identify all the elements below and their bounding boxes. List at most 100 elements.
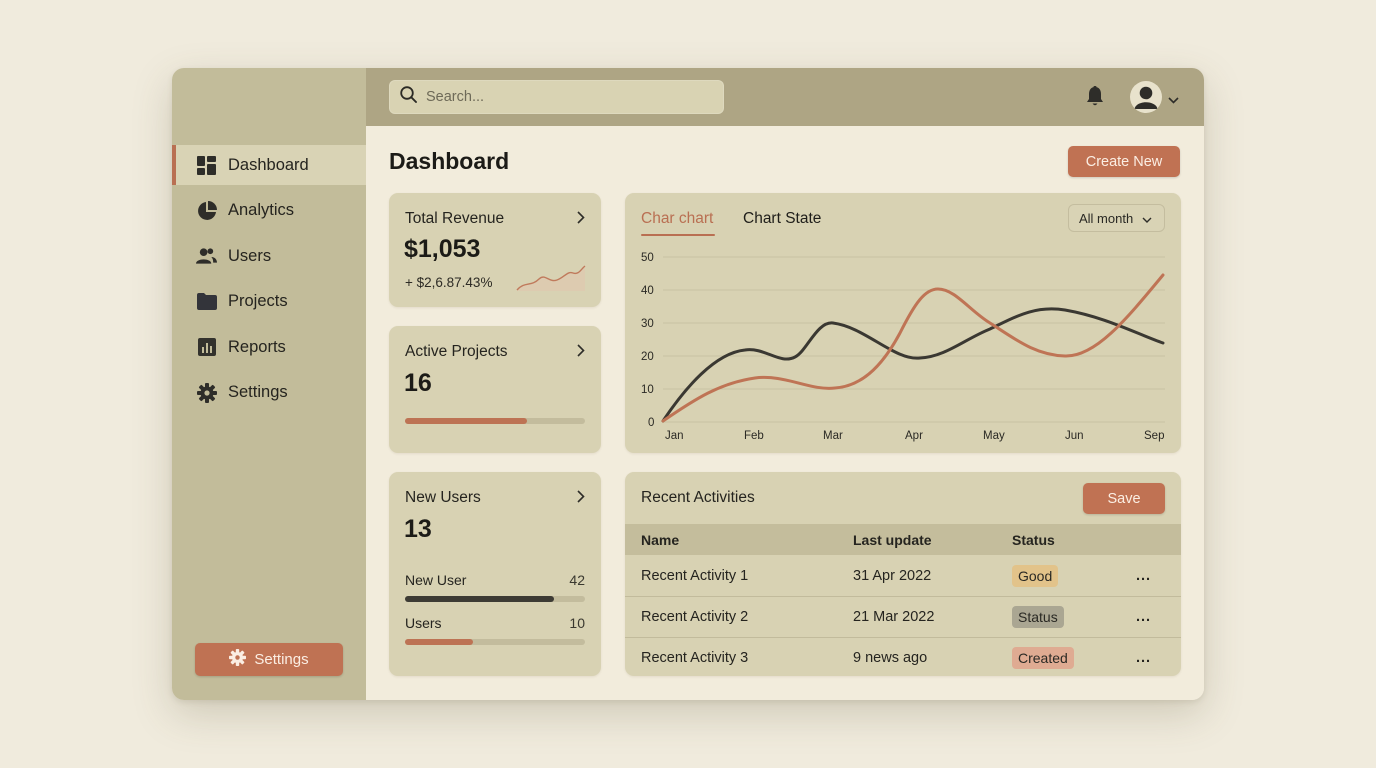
more-options-icon[interactable]: ...: [1136, 567, 1152, 584]
x-tick: Jun: [1065, 430, 1084, 442]
column-header-last-update[interactable]: Last update: [853, 531, 932, 548]
chevron-right-icon[interactable]: [577, 344, 585, 362]
status-badge: Good: [1012, 564, 1059, 587]
main-content: Dashboard Create New Total Revenue $1,05…: [366, 126, 1204, 700]
status-badge: Status: [1012, 606, 1064, 628]
y-tick: 50: [641, 252, 654, 264]
topbar: [366, 68, 1204, 126]
activity-updated: 21 Mar 2022: [853, 609, 935, 625]
create-new-button[interactable]: Create New: [1068, 146, 1180, 177]
column-header-name[interactable]: Name: [641, 531, 680, 548]
chevron-down-icon: [1142, 211, 1152, 226]
projects-progress-bar: [405, 418, 585, 424]
chevron-down-icon[interactable]: [1168, 91, 1179, 109]
progress-fill: [405, 596, 555, 602]
avatar[interactable]: [1130, 81, 1162, 113]
x-tick: May: [983, 430, 1005, 442]
recent-activities-title: Recent Activities: [641, 489, 755, 506]
activity-updated: 9 news ago: [853, 650, 928, 666]
revenue-change: + $2,6.87.43%: [405, 275, 493, 290]
gear-icon: [196, 382, 217, 403]
sidebar-item-analytics[interactable]: Analytics: [172, 191, 366, 231]
progress-fill: [405, 639, 474, 645]
card-title: New Users: [405, 489, 481, 506]
save-button[interactable]: Save: [1083, 483, 1165, 514]
users-icon: [196, 246, 217, 267]
sidebar: Dashboard Analytics Users Projects: [172, 68, 366, 700]
sidebar-nav: Dashboard Analytics Users Projects: [172, 145, 366, 419]
tab-char-chart[interactable]: Char chart: [641, 210, 716, 236]
bell-icon[interactable]: [1086, 86, 1104, 112]
active-projects-card[interactable]: Active Projects 16: [389, 326, 601, 453]
users-count: 10: [569, 615, 585, 631]
sidebar-item-label: Dashboard: [228, 155, 309, 174]
activity-name: Recent Activity 2: [641, 609, 749, 625]
sidebar-item-label: Projects: [228, 292, 288, 311]
x-tick: Sep: [1144, 430, 1164, 442]
card-title: Total Revenue: [405, 210, 505, 227]
y-tick: 30: [641, 318, 654, 330]
chevron-right-icon[interactable]: [577, 490, 585, 508]
revenue-value: $1,053: [404, 235, 481, 263]
activity-name: Recent Activity 3: [641, 650, 749, 666]
x-tick: Apr: [905, 430, 923, 442]
users-value: 13: [404, 515, 432, 543]
y-tick: 40: [641, 285, 654, 297]
sidebar-item-label: Analytics: [228, 201, 295, 220]
range-select-value: All month: [1079, 210, 1134, 226]
card-title: Active Projects: [405, 343, 508, 360]
sidebar-settings-label: Settings: [254, 651, 309, 668]
sidebar-item-dashboard[interactable]: Dashboard: [172, 145, 366, 185]
column-header-status[interactable]: Status: [1012, 531, 1055, 548]
chart-card: Char chart Chart State All month: [625, 193, 1181, 453]
gear-icon: [229, 649, 247, 670]
sidebar-item-settings[interactable]: Settings: [172, 373, 366, 413]
sparkline-icon: [515, 263, 587, 298]
activity-name: Recent Activity 1: [641, 567, 749, 584]
search-box[interactable]: [389, 80, 724, 114]
search-input[interactable]: [426, 89, 706, 105]
new-users-card[interactable]: New Users 13 New User 42 Users 10: [389, 472, 601, 676]
sidebar-item-projects[interactable]: Projects: [172, 282, 366, 322]
activity-updated: 31 Apr 2022: [853, 567, 932, 584]
x-tick: Jan: [665, 430, 684, 442]
progress-fill: [405, 418, 528, 424]
y-tick: 20: [641, 351, 654, 363]
sidebar-item-label: Reports: [228, 337, 286, 356]
table-row[interactable]: Recent Activity 1 31 Apr 2022 Good ...: [625, 555, 1181, 596]
chevron-right-icon[interactable]: [577, 211, 585, 229]
tab-chart-state[interactable]: Chart State: [743, 210, 822, 227]
users-label: Users: [405, 615, 442, 631]
y-tick: 0: [648, 417, 654, 429]
page-title: Dashboard: [389, 148, 510, 174]
range-select[interactable]: All month: [1068, 204, 1165, 232]
new-user-progress-bar: [405, 596, 585, 602]
x-tick: Mar: [823, 430, 843, 442]
users-progress-bar: [405, 639, 585, 645]
folder-icon: [196, 291, 217, 312]
sidebar-settings-button[interactable]: Settings: [195, 643, 343, 676]
x-tick: Feb: [744, 430, 764, 442]
sidebar-item-label: Users: [228, 246, 272, 265]
line-chart: 50 40 30 20 10 0 Jan Feb Mar Apr May Jun…: [641, 252, 1165, 442]
series-orange-line: [661, 273, 1165, 423]
sidebar-item-users[interactable]: Users: [172, 236, 366, 276]
new-user-count: 42: [569, 572, 585, 588]
status-badge: Created: [1012, 647, 1074, 669]
app-window: Dashboard Analytics Users Projects: [172, 68, 1204, 700]
table-header: Name Last update Status: [625, 524, 1181, 555]
table-row[interactable]: Recent Activity 2 21 Mar 2022 Status ...: [625, 596, 1181, 637]
more-options-icon[interactable]: ...: [1136, 609, 1152, 625]
more-options-icon[interactable]: ...: [1136, 650, 1152, 666]
dashboard-icon: [196, 155, 217, 176]
search-icon: [400, 86, 417, 108]
new-user-label: New User: [405, 572, 467, 588]
recent-activities-card: Recent Activities Save Name Last update …: [625, 472, 1181, 676]
sidebar-item-reports[interactable]: Reports: [172, 327, 366, 367]
bar-chart-icon: [196, 337, 217, 358]
pie-chart-icon: [196, 200, 217, 221]
total-revenue-card[interactable]: Total Revenue $1,053 + $2,6.87.43%: [389, 193, 601, 307]
y-tick: 10: [641, 384, 654, 396]
table-row[interactable]: Recent Activity 3 9 news ago Created ...: [625, 637, 1181, 676]
sidebar-item-label: Settings: [228, 383, 288, 402]
